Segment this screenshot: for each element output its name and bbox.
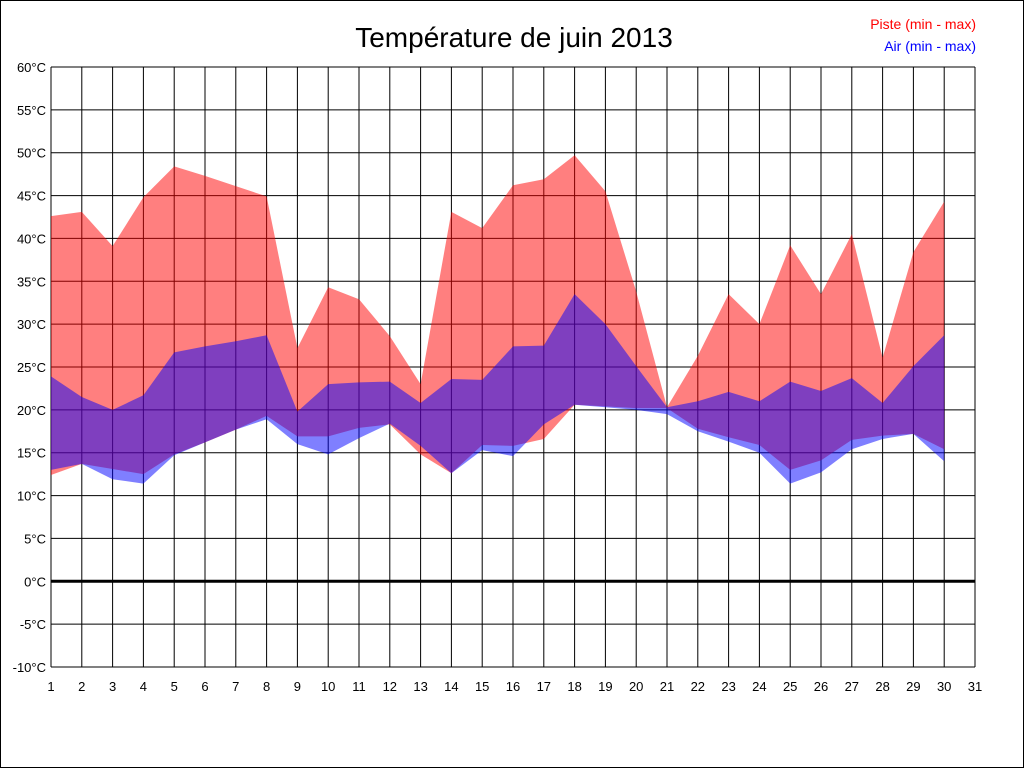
air-range-area <box>51 294 945 484</box>
x-tick-label: 26 <box>814 679 828 694</box>
y-tick-label: -10°C <box>13 660 46 675</box>
y-tick-label: 5°C <box>24 531 46 546</box>
y-tick-label: 20°C <box>17 403 46 418</box>
x-tick-label: 28 <box>875 679 889 694</box>
x-tick-label: 5 <box>171 679 178 694</box>
x-tick-label: 9 <box>294 679 301 694</box>
x-tick-label: 1 <box>47 679 54 694</box>
x-tick-label: 2 <box>78 679 85 694</box>
y-tick-label: 15°C <box>17 446 46 461</box>
x-tick-label: 21 <box>660 679 674 694</box>
y-tick-label: 50°C <box>17 146 46 161</box>
x-tick-label: 14 <box>444 679 458 694</box>
x-tick-label: 23 <box>721 679 735 694</box>
y-tick-label: 60°C <box>17 60 46 75</box>
y-tick-label: 0°C <box>24 574 46 589</box>
x-tick-label: 3 <box>109 679 116 694</box>
y-tick-label: 30°C <box>17 317 46 332</box>
y-tick-label: 25°C <box>17 360 46 375</box>
x-tick-label: 4 <box>140 679 147 694</box>
chart-title: Température de juin 2013 <box>355 22 673 53</box>
x-tick-label: 11 <box>352 679 366 694</box>
y-tick-label: 55°C <box>17 103 46 118</box>
x-tick-label: 19 <box>598 679 612 694</box>
x-tick-label: 25 <box>783 679 797 694</box>
x-tick-label: 15 <box>475 679 489 694</box>
x-tick-label: 29 <box>906 679 920 694</box>
x-tick-label: 30 <box>937 679 951 694</box>
x-tick-label: 27 <box>845 679 859 694</box>
y-tick-label: -5°C <box>20 617 46 632</box>
x-tick-label: 6 <box>201 679 208 694</box>
y-tick-label: 40°C <box>17 231 46 246</box>
x-tick-label: 18 <box>567 679 581 694</box>
x-tick-label: 7 <box>232 679 239 694</box>
x-tick-label: 20 <box>629 679 643 694</box>
x-tick-label: 13 <box>413 679 427 694</box>
tick-labels: -10°C -5°C 0°C 5°C 10°C 15°C 20°C 25°C 30°C 35°C 4… <box>13 60 983 694</box>
series-areas <box>51 155 945 484</box>
x-tick-label: 16 <box>506 679 520 694</box>
x-tick-label: 22 <box>691 679 705 694</box>
x-tick-label: 17 <box>537 679 551 694</box>
x-tick-label: 8 <box>263 679 270 694</box>
x-tick-label: 24 <box>752 679 766 694</box>
x-tick-label: 12 <box>383 679 397 694</box>
y-tick-label: 35°C <box>17 274 46 289</box>
legend-piste: Piste (min - max) <box>870 16 976 32</box>
x-tick-label: 10 <box>321 679 335 694</box>
y-tick-label: 10°C <box>17 489 46 504</box>
x-tick-label: 31 <box>968 679 982 694</box>
legend-air: Air (min - max) <box>884 38 976 54</box>
y-tick-label: 45°C <box>17 189 46 204</box>
